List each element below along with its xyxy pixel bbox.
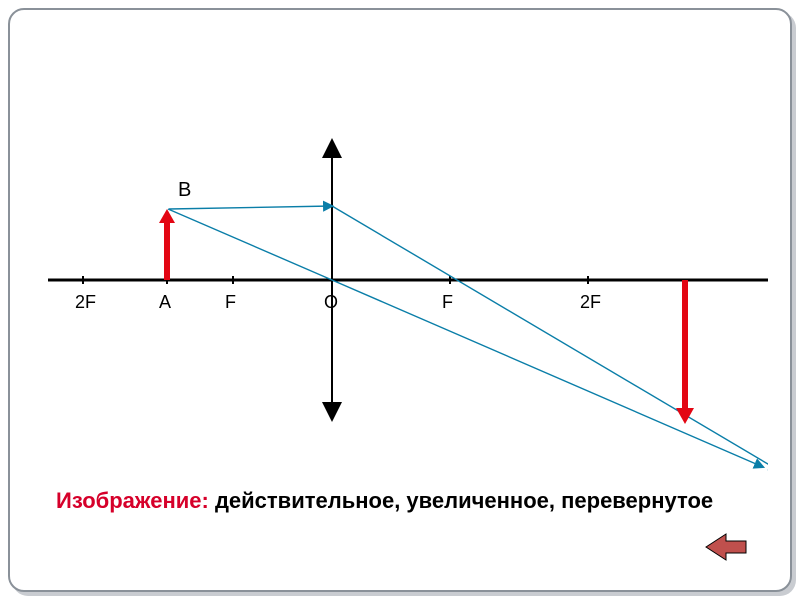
caption: Изображение: действительное, увеличенное… (56, 488, 713, 514)
diagram-svg: 2F A F O F 2F B (48, 100, 768, 480)
caption-lead: Изображение: (56, 488, 209, 513)
image-arrow-head (676, 408, 694, 424)
ray (169, 206, 332, 209)
axis-label: F (225, 292, 236, 312)
axis-label: O (324, 292, 338, 312)
axis-label: F (442, 292, 453, 312)
prev-arrow-icon (704, 532, 748, 562)
caption-rest: действительное, увеличенное, перевернуто… (209, 488, 713, 513)
axis-label: 2F (75, 292, 96, 312)
axis-label: 2F (580, 292, 601, 312)
slide: 2F A F O F 2F B Изображение: действительное, у… (0, 0, 800, 600)
slide-frame: 2F A F O F 2F B Изображение: действительное, у… (8, 8, 792, 592)
ray (332, 206, 768, 470)
lens-ray-diagram: 2F A F O F 2F B (48, 100, 768, 430)
object-label: B (178, 179, 191, 201)
axis-label: A (159, 292, 171, 312)
ray (168, 209, 763, 467)
prev-button[interactable] (704, 532, 748, 562)
